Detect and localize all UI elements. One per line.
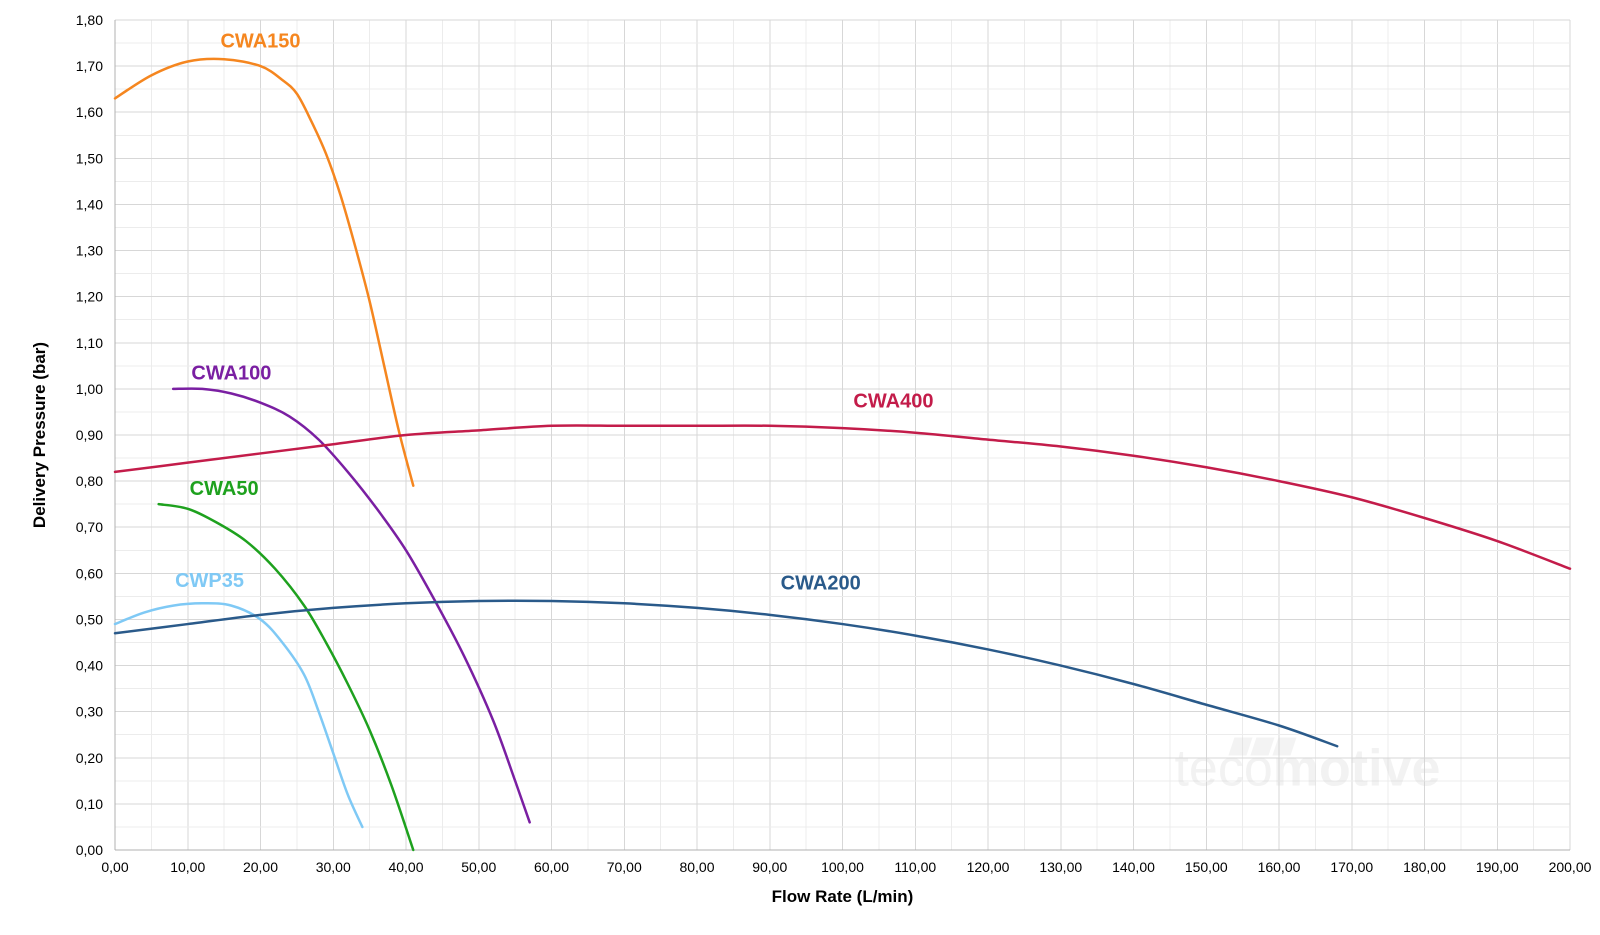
series-label-cwa200: CWA200 bbox=[781, 572, 861, 594]
y-tick-label: 1,30 bbox=[76, 243, 103, 259]
x-tick-label: 180,00 bbox=[1403, 859, 1446, 875]
y-tick-label: 1,50 bbox=[76, 150, 103, 166]
x-tick-label: 40,00 bbox=[388, 859, 423, 875]
x-tick-label: 130,00 bbox=[1039, 859, 1082, 875]
pump-curves-chart: 0,00 10,00 20,00 30,00 40,00 50,00 60,00 70,00 8… bbox=[0, 0, 1600, 935]
y-tick-label: 1,60 bbox=[76, 104, 103, 120]
series-label-cwa50: CWA50 bbox=[190, 478, 259, 500]
y-tick-label: 0,50 bbox=[76, 611, 103, 627]
x-tick-label: 80,00 bbox=[679, 859, 714, 875]
series-label-cwa150: CWA150 bbox=[220, 31, 300, 53]
x-tick-label: 0,00 bbox=[101, 859, 128, 875]
grid bbox=[115, 20, 1570, 850]
y-tick-label: 1,10 bbox=[76, 335, 103, 351]
x-tick-label: 60,00 bbox=[534, 859, 569, 875]
y-tick-label: 0,60 bbox=[76, 565, 103, 581]
x-axis-title: Flow Rate (L/min) bbox=[772, 887, 914, 906]
x-tick-label: 70,00 bbox=[607, 859, 642, 875]
y-tick-label: 0,80 bbox=[76, 473, 103, 489]
series-label-cwa400: CWA400 bbox=[853, 390, 933, 412]
y-tick-label: 0,20 bbox=[76, 750, 103, 766]
y-tick-label: 1,20 bbox=[76, 289, 103, 305]
y-tick-label: 1,70 bbox=[76, 58, 103, 74]
x-tick-label: 20,00 bbox=[243, 859, 278, 875]
x-tick-label: 190,00 bbox=[1476, 859, 1519, 875]
x-tick-label: 90,00 bbox=[752, 859, 787, 875]
x-tick-label: 150,00 bbox=[1185, 859, 1228, 875]
x-tick-label: 50,00 bbox=[461, 859, 496, 875]
x-tick-label: 170,00 bbox=[1330, 859, 1373, 875]
watermark: tecomotive bbox=[1174, 737, 1440, 797]
y-tick-label: 0,70 bbox=[76, 519, 103, 535]
watermark-text: tecomotive bbox=[1174, 739, 1440, 797]
y-tick-label: 1,40 bbox=[76, 196, 103, 212]
x-tick-label: 100,00 bbox=[821, 859, 864, 875]
y-tick-label: 0,00 bbox=[76, 842, 103, 858]
y-tick-label: 0,30 bbox=[76, 704, 103, 720]
y-tick-label: 0,90 bbox=[76, 427, 103, 443]
y-axis-title: Delivery Pressure (bar) bbox=[30, 342, 49, 528]
x-tick-label: 120,00 bbox=[967, 859, 1010, 875]
x-tick-label: 160,00 bbox=[1258, 859, 1301, 875]
x-tick-label: 10,00 bbox=[170, 859, 205, 875]
series-label-cwp35: CWP35 bbox=[175, 570, 244, 592]
x-tick-label: 110,00 bbox=[894, 859, 936, 875]
chart-svg: 0,00 10,00 20,00 30,00 40,00 50,00 60,00 70,00 8… bbox=[0, 0, 1600, 935]
x-tick-label: 200,00 bbox=[1549, 859, 1592, 875]
series-label-cwa100: CWA100 bbox=[191, 363, 271, 385]
x-tick-label: 30,00 bbox=[316, 859, 351, 875]
y-tick-label: 0,40 bbox=[76, 658, 103, 674]
y-tick-label: 1,80 bbox=[76, 12, 103, 28]
y-tick-label: 0,10 bbox=[76, 796, 103, 812]
y-tick-label: 1,00 bbox=[76, 381, 103, 397]
x-tick-label: 140,00 bbox=[1112, 859, 1155, 875]
